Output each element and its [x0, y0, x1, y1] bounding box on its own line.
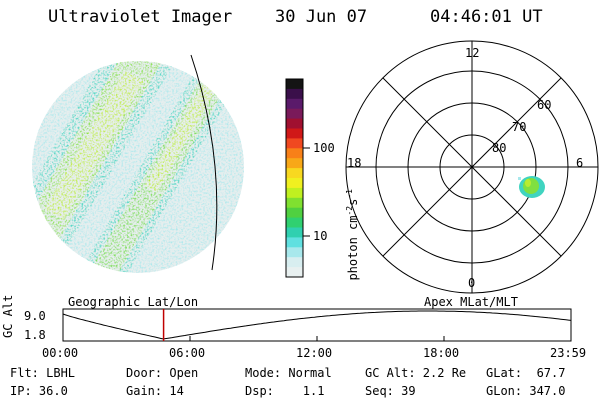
- colorbar-segment: [286, 247, 303, 258]
- info-glon: GLon: 347.0: [486, 384, 566, 398]
- colorbar-segment: [286, 217, 303, 228]
- timeline-left-title: Geographic Lat/Lon: [68, 295, 199, 309]
- colorbar-segment: [286, 227, 303, 238]
- colorbar-segment: [286, 257, 303, 268]
- colorbar-segment: [286, 197, 303, 209]
- colorbar-tick-100: 100: [313, 141, 335, 155]
- polar-label-18: 18: [347, 156, 362, 170]
- time-label: 04:46:01 UT: [430, 7, 543, 27]
- info-ip: IP: 36.0: [10, 384, 68, 398]
- timeline-xtick-1800: 18:00: [423, 346, 460, 360]
- polar-label-70: 70: [512, 120, 527, 134]
- instrument-title: Ultraviolet Imager: [48, 7, 233, 27]
- colorbar-tick-10: 10: [313, 229, 328, 243]
- colorbar-segment: [286, 168, 303, 179]
- timeline-ylabel: GC Alt: [1, 294, 15, 338]
- colorbar-segment: [286, 148, 303, 159]
- colorbar-segment: [286, 237, 303, 248]
- timeline-xtick-0600: 06:00: [169, 346, 206, 360]
- timeline-xtick-2359: 23:59: [550, 346, 587, 360]
- info-filter: Flt: LBHL: [10, 366, 76, 380]
- timeline-xtick-1200: 12:00: [296, 346, 333, 360]
- colorbar: [285, 78, 304, 278]
- info-door: Door: Open: [126, 366, 199, 380]
- colorbar-segment: [286, 178, 303, 189]
- polar-auroral-spot: [518, 176, 545, 198]
- info-glat: GLat: 67.7: [486, 366, 566, 380]
- colorbar-label: photon cm-2s-1: [345, 189, 360, 281]
- date-label: 30 Jun 07: [275, 7, 368, 27]
- colorbar-segment: [286, 118, 303, 129]
- timeline-ytick-1-8: 1.8: [24, 328, 46, 342]
- info-gc-alt: GC Alt: 2.2 Re: [365, 366, 467, 380]
- colorbar-frame: [285, 78, 304, 278]
- colorbar-segment: [286, 128, 303, 139]
- terminator-line: [190, 54, 218, 271]
- info-mode: Mode: Normal: [245, 366, 332, 380]
- colorbar-segment: [286, 187, 303, 199]
- polar-plot: [345, 40, 599, 294]
- uv-image-disk: [32, 61, 244, 273]
- timeline-right-title: Apex MLat/MLT: [424, 295, 518, 309]
- colorbar-segment: [286, 138, 303, 149]
- colorbar-segment: [286, 79, 303, 90]
- colorbar-segment: [286, 267, 303, 278]
- polar-label-60: 60: [537, 98, 552, 112]
- colorbar-segment: [286, 158, 303, 169]
- colorbar-segment: [286, 108, 303, 120]
- info-gain: Gain: 14: [126, 384, 184, 398]
- timeline-ytick-9: 9.0: [24, 309, 46, 323]
- polar-label-6: 6: [576, 156, 584, 170]
- colorbar-segment: [286, 88, 303, 100]
- colorbar-segment: [286, 98, 303, 110]
- info-dsp: Dsp: 1.1: [245, 384, 325, 398]
- info-seq: Seq: 39: [365, 384, 416, 398]
- timeline-xtick-0000: 00:00: [42, 346, 79, 360]
- polar-label-80: 80: [492, 141, 507, 155]
- timeline-panel: [62, 308, 572, 342]
- polar-label-12: 12: [465, 46, 480, 60]
- colorbar-segment: [286, 207, 303, 219]
- polar-label-0: 0: [468, 276, 476, 290]
